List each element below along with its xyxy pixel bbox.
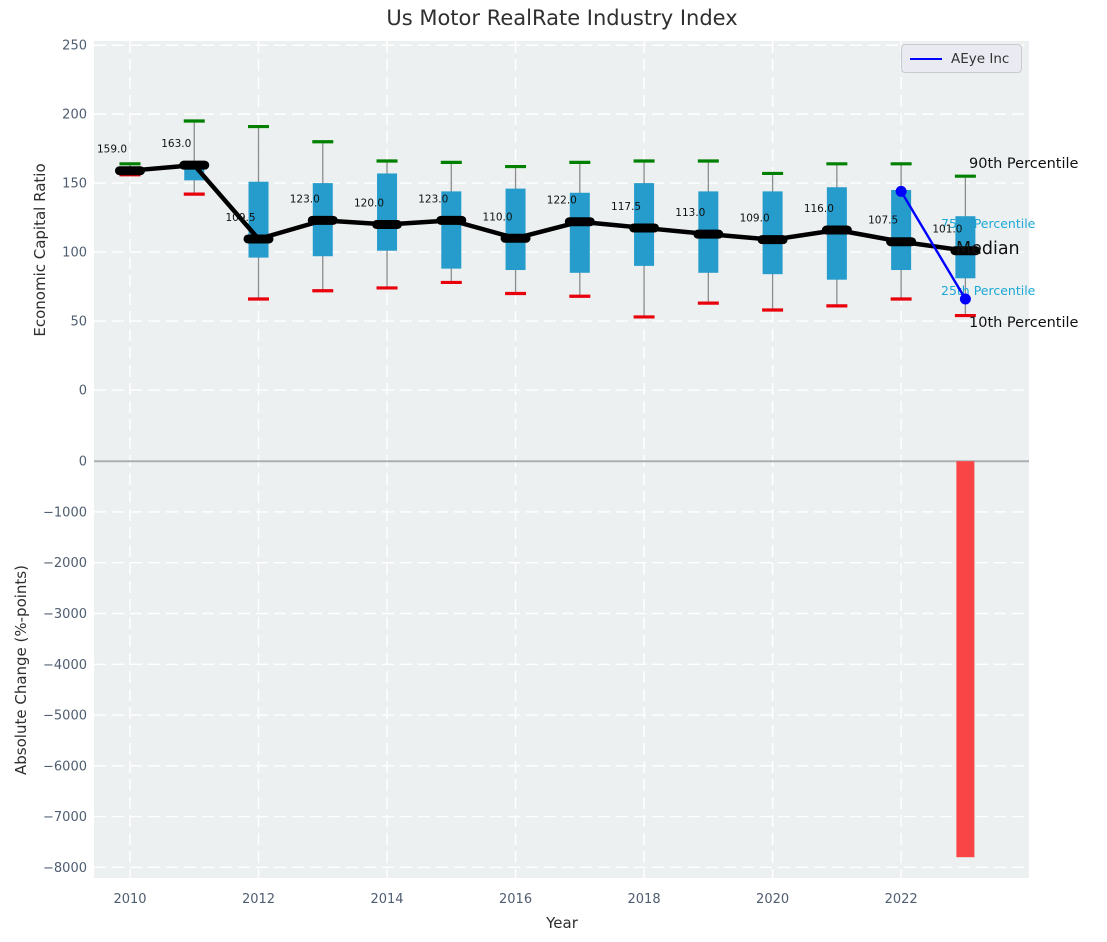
annotation-p90-label: 90th Percentile [969,156,1079,172]
median-value-label: 116.0 [804,203,834,215]
bottom-y-tick-label: −2000 [43,556,87,571]
median-value-label: 163.0 [161,138,191,150]
median-marker [629,223,660,233]
bottom-y-tick-label: −7000 [43,810,87,825]
x-tick-label: 2016 [499,892,532,907]
legend: AEye Inc [901,44,1022,73]
top-y-tick-label: 100 [62,246,87,261]
median-marker [564,217,595,227]
bottom-y-tick-label: −5000 [43,709,87,724]
bottom-y-tick-label: −4000 [43,658,87,673]
x-tick-label: 2010 [113,892,146,907]
iqr-box [441,191,462,269]
median-marker [307,215,338,225]
median-value-label: 159.0 [97,144,127,156]
aeye-point [895,185,907,197]
median-marker [886,237,917,247]
median-value-label: 117.5 [611,201,641,213]
median-marker [372,219,403,229]
median-marker [436,215,467,225]
x-axis-label: Year [546,914,578,932]
median-value-label: 109.0 [740,213,770,225]
top-y-tick-label: 250 [62,39,87,54]
median-value-label: 122.0 [547,195,577,207]
change-bar [956,461,975,858]
top-y-tick-label: 200 [62,108,87,123]
median-marker [500,233,531,243]
median-value-label: 113.0 [675,207,705,219]
median-marker [757,235,788,245]
median-marker [693,229,724,239]
median-value-label: 120.0 [354,197,384,209]
plot-panel-background [94,41,1029,878]
aeye-point [959,293,971,305]
median-marker [179,160,210,170]
x-tick-label: 2014 [370,892,403,907]
iqr-box [505,188,526,271]
iqr-box [891,190,912,271]
x-tick-label: 2012 [242,892,275,907]
top-y-tick-label: 0 [79,384,87,399]
median-marker [950,246,981,256]
iqr-box [377,173,398,251]
x-tick-label: 2022 [885,892,918,907]
annotation-median-label: Median [956,239,1020,259]
annotation-p25-label: 25th Percentile [941,283,1036,298]
median-value-label: 107.5 [868,215,898,227]
bottom-y-tick-label: −6000 [43,759,87,774]
median-value-label: 101.0 [932,224,962,236]
median-marker [243,234,274,244]
top-y-tick-label: 50 [70,315,87,330]
legend-line-swatch [910,57,942,60]
legend-label: AEye Inc [951,50,1010,67]
aeye-line [900,190,967,300]
top-y-tick-label: 150 [62,177,87,192]
x-tick-label: 2020 [756,892,789,907]
chart-title: Us Motor RealRate Industry Index [386,6,738,30]
bottom-y-tick-label: −1000 [43,505,87,520]
x-tick-label: 2018 [628,892,661,907]
median-value-label: 123.0 [290,193,320,205]
median-value-label: 123.0 [418,193,448,205]
median-value-label: 110.0 [483,211,513,223]
bottom-y-tick-label: 0 [79,455,87,470]
bottom-y-tick-label: −3000 [43,607,87,622]
median-marker [821,225,852,235]
iqr-box [569,192,590,273]
median-marker [114,166,145,176]
bottom-y-tick-label: −8000 [43,861,87,876]
annotation-p10-label: 10th Percentile [969,315,1079,331]
median-value-label: 109.5 [225,212,255,224]
iqr-box [762,191,783,275]
